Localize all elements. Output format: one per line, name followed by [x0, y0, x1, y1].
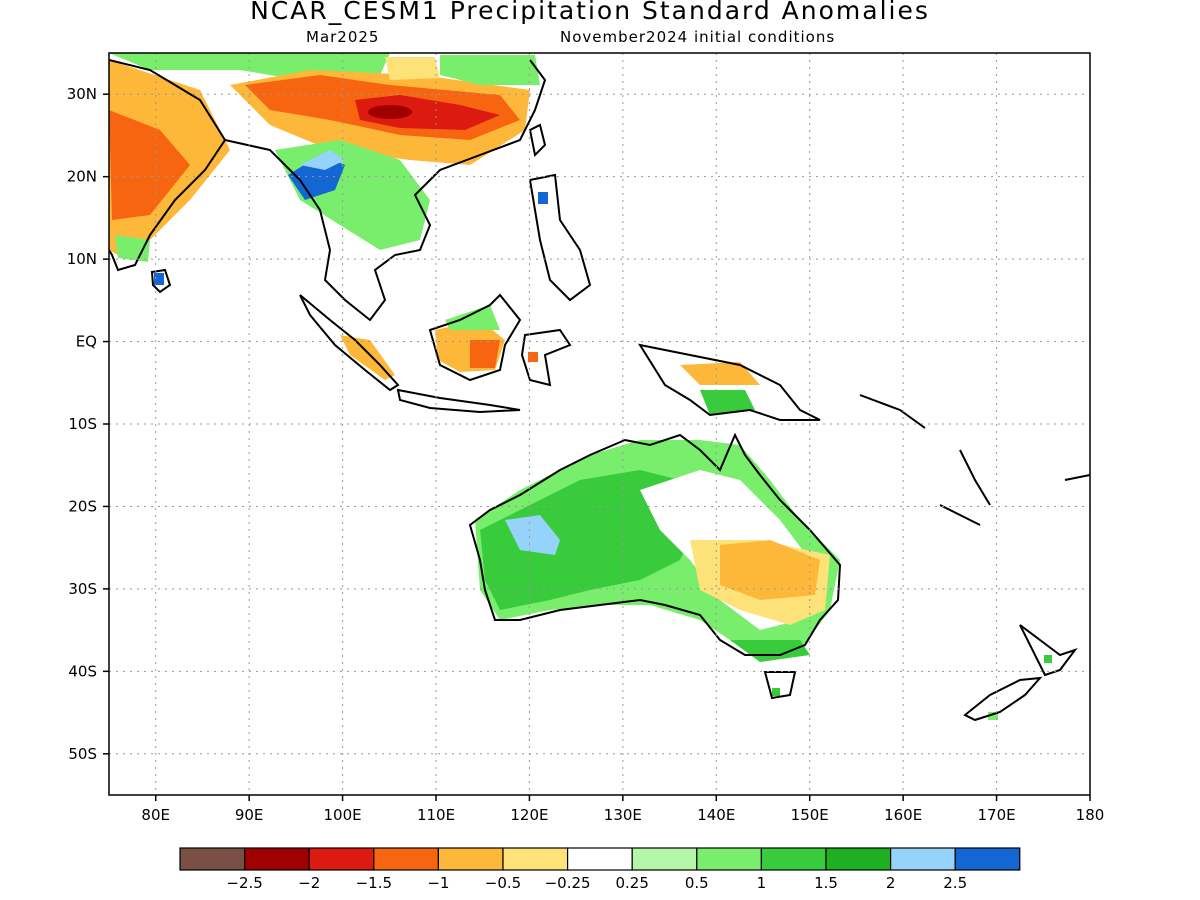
map-title: NCAR_CESM1 Precipitation Standard Anomal…	[250, 0, 930, 25]
colorbar-swatch	[179, 847, 246, 871]
coast-tasmania	[763, 671, 797, 700]
coast-nz-south	[963, 676, 1043, 722]
lat-label: 40S	[68, 662, 97, 680]
coast-borneo	[428, 293, 522, 382]
anomaly-philippines-blue	[538, 192, 548, 204]
colorbar-label: 0.25	[615, 874, 648, 892]
colorbar-swatch	[566, 847, 633, 871]
colorbar-label: −2	[298, 874, 320, 892]
lon-label: 150E	[791, 806, 829, 824]
coastlines	[109, 59, 1090, 722]
anomaly-australia-orange	[720, 540, 820, 600]
anomaly-australia-se-green	[730, 640, 810, 662]
anomaly-china-dark	[355, 95, 500, 130]
anomaly-china-maroon	[368, 105, 412, 119]
lon-label: 140E	[697, 806, 735, 824]
colorbar-label: 2.5	[943, 874, 967, 892]
lat-label: EQ	[76, 333, 97, 351]
anomaly-nz-north	[1044, 655, 1052, 663]
colorbar-label: −0.5	[485, 874, 521, 892]
colorbar-swatch	[760, 847, 827, 871]
coast-fiji	[1064, 474, 1090, 481]
lat-label: 30S	[68, 580, 97, 598]
anomaly-borneo-green	[445, 305, 500, 330]
coast-solomon	[859, 394, 926, 429]
lat-label: 50S	[68, 745, 97, 763]
longitude-labels: 80E 90E 100E 110E 120E 130E 140E 150E 160E 170E 18…	[141, 795, 1104, 824]
colorbar-label: −2.5	[226, 874, 262, 892]
latitude-labels: 30N 20N 10N EQ 10S 20S 30S 40S 50S	[67, 85, 109, 763]
anomaly-sumatra	[340, 335, 395, 380]
anomaly-sulawesi	[528, 352, 538, 362]
colorbar-label: −0.25	[545, 874, 591, 892]
initial-conditions: November2024 initial conditions	[560, 28, 836, 46]
anomaly-china-yellow	[385, 57, 440, 80]
coast-java	[396, 388, 521, 414]
lat-label: 10S	[68, 415, 97, 433]
lon-label: 100E	[324, 806, 362, 824]
anomaly-srilanka-blue	[154, 273, 164, 285]
anomaly-china-green	[440, 55, 540, 85]
coast-nz-north	[1019, 624, 1078, 677]
anomaly-india-green	[115, 235, 150, 262]
anomaly-myanmar-lightblue	[300, 150, 345, 170]
coast-philippines	[528, 173, 592, 302]
colorbar-swatch	[502, 847, 569, 871]
anomaly-australia-darkgreen	[480, 470, 700, 610]
lat-label: 20S	[68, 497, 97, 515]
colorbar-swatch	[631, 847, 698, 871]
anomaly-india-core	[109, 110, 190, 220]
lon-label: 110E	[417, 806, 455, 824]
anomaly-nz-south	[988, 712, 998, 720]
gridlines	[109, 53, 1091, 795]
coast-newcaledonia	[939, 504, 981, 526]
lat-label: 20N	[67, 168, 97, 186]
lon-label: 130E	[604, 806, 642, 824]
coast-taiwan	[528, 123, 547, 158]
anomaly-tasmania	[772, 688, 780, 696]
lon-label: 120E	[510, 806, 548, 824]
coast-vanuatu	[959, 449, 991, 506]
lon-label: 170E	[978, 806, 1016, 824]
coast-india	[109, 59, 227, 272]
anomaly-papua-green	[700, 390, 755, 415]
colorbar-swatch	[696, 847, 762, 871]
anomaly-field	[109, 53, 1052, 720]
coast-australia	[468, 432, 842, 656]
coast-sulawesi	[520, 328, 572, 387]
anomaly-papua-yellow	[680, 362, 760, 385]
lon-label: 180	[1076, 806, 1105, 824]
colorbar-swatch	[308, 847, 375, 871]
colorbar-swatch	[244, 847, 310, 871]
coast-srilanka	[150, 268, 172, 294]
anomaly-borneo-orange	[470, 340, 500, 368]
coast-seasia	[224, 59, 547, 322]
colorbar-swatch	[437, 847, 504, 871]
colorbar-label: 1.5	[814, 874, 838, 892]
lat-label: 30N	[67, 85, 97, 103]
colorbar-labels: −2.5 −2 −1.5 −1 −0.5 −0.25 0.25 0.5 1 1.5 2 2.5	[226, 874, 967, 892]
coast-sumatra	[299, 294, 400, 392]
colorbar-swatch	[889, 847, 956, 871]
colorbar-label: −1	[427, 874, 449, 892]
anomaly-australia-lightblue	[505, 515, 560, 555]
colorbar-swatch	[373, 847, 439, 871]
forecast-month: Mar2025	[306, 28, 380, 46]
colorbar-label: 0.5	[685, 874, 709, 892]
colorbar-label: −1.5	[356, 874, 392, 892]
lon-label: 90E	[235, 806, 264, 824]
lon-label: 160E	[884, 806, 922, 824]
colorbar-swatch	[825, 847, 892, 871]
colorbar	[179, 847, 1021, 871]
lat-label: 10N	[67, 250, 97, 268]
colorbar-swatch	[954, 847, 1021, 871]
colorbar-label: 2	[886, 874, 896, 892]
colorbar-label: 1	[757, 874, 767, 892]
lon-label: 80E	[141, 806, 170, 824]
coast-newguinea	[637, 343, 821, 421]
